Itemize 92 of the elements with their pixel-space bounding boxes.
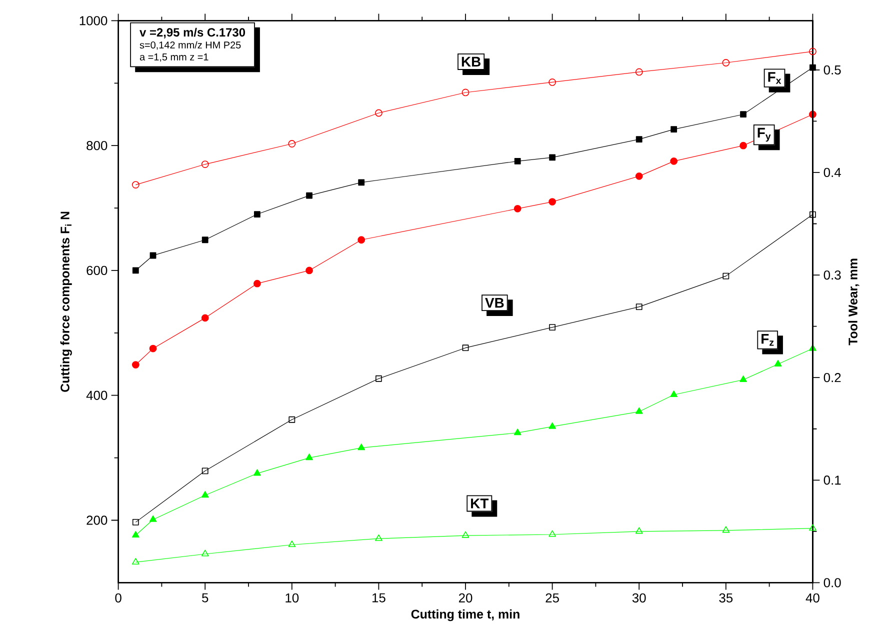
y-tick-label: 1000 [80,16,108,26]
point [375,109,382,117]
y2-tick-label: 0.1 [824,476,841,485]
point [306,266,313,274]
series-label: F$_{y}$ [758,128,771,142]
point [202,236,208,244]
point [670,126,678,133]
y-tick-label: 600 [86,266,108,276]
point [635,172,643,180]
point [548,422,556,429]
point [722,526,730,533]
y-tick-label: 800 [86,140,108,150]
point [670,157,678,165]
point [514,204,522,212]
annotation: a =1,5 mm z =1 [140,54,208,62]
point [358,179,365,186]
point [549,154,556,161]
point [636,304,642,310]
y2-axis-title: Tool Wear, mm [848,258,860,346]
x-tick-label: 10 [286,593,299,602]
point [635,407,643,414]
point [358,236,366,244]
y-axis-title: Cutting force components F$_{i}$ N [60,212,72,392]
point [306,192,312,199]
point [740,376,747,382]
point [514,428,522,436]
point [462,531,470,538]
point [462,344,469,352]
point [462,88,470,96]
x-tick-label: 5 [202,593,208,602]
point [132,361,140,368]
y2-tick-label: 0.0 [824,578,841,588]
point [635,68,643,76]
point [132,518,139,526]
series-label: F$_{z}$ [762,334,774,346]
x-tick-label: 30 [632,593,646,602]
point [202,468,208,474]
point [722,272,730,280]
series-label: KB [462,56,480,67]
x-tick-label: 25 [546,593,559,602]
point [132,267,139,274]
x-axis-title: Cutting time t, min [411,609,520,622]
point [201,314,209,322]
point [809,524,816,531]
point [514,158,521,164]
point [132,558,140,564]
point [201,491,209,498]
y2-tick-label: 0.2 [824,373,841,382]
point [254,211,260,218]
x-tick-label: 40 [806,593,820,602]
point [774,360,782,366]
point [548,78,556,86]
point [809,48,816,56]
point [288,540,296,548]
point [201,550,209,556]
point [288,140,296,148]
x-tick-label: 20 [458,593,472,602]
point [722,59,730,66]
point [740,111,746,118]
point [253,280,261,288]
point [548,198,556,206]
point [132,531,140,538]
point [306,454,313,460]
point [253,469,261,476]
point [810,211,816,218]
point [288,416,296,423]
series-label: KT [471,498,489,508]
annotation: v =2,95 m/s C.1730 [140,28,246,38]
point [149,344,157,352]
y-tick-label: 200 [86,516,108,525]
text: VB [485,298,504,308]
y2-tick-label: 0.3 [824,270,841,280]
point [670,390,678,398]
x-tick-label: 0 [115,593,122,602]
point [375,534,382,541]
point [376,375,382,382]
point [549,324,556,331]
y2-tick-label: 0.4 [824,168,841,178]
point [548,530,556,537]
point [201,160,209,168]
point [636,136,642,143]
y2-tick-label: 0.5 [824,65,841,75]
x-tick-label: 15 [372,593,386,602]
annotation: s=0,142 mm/z HM P25 [140,41,241,50]
point [358,444,366,450]
y-tick-label: 400 [86,390,108,400]
point [132,181,140,188]
x-tick-label: 35 [719,593,733,602]
point [635,527,643,534]
point [740,142,747,150]
point [149,515,157,522]
series-label: F$_{x}$ [768,72,782,84]
